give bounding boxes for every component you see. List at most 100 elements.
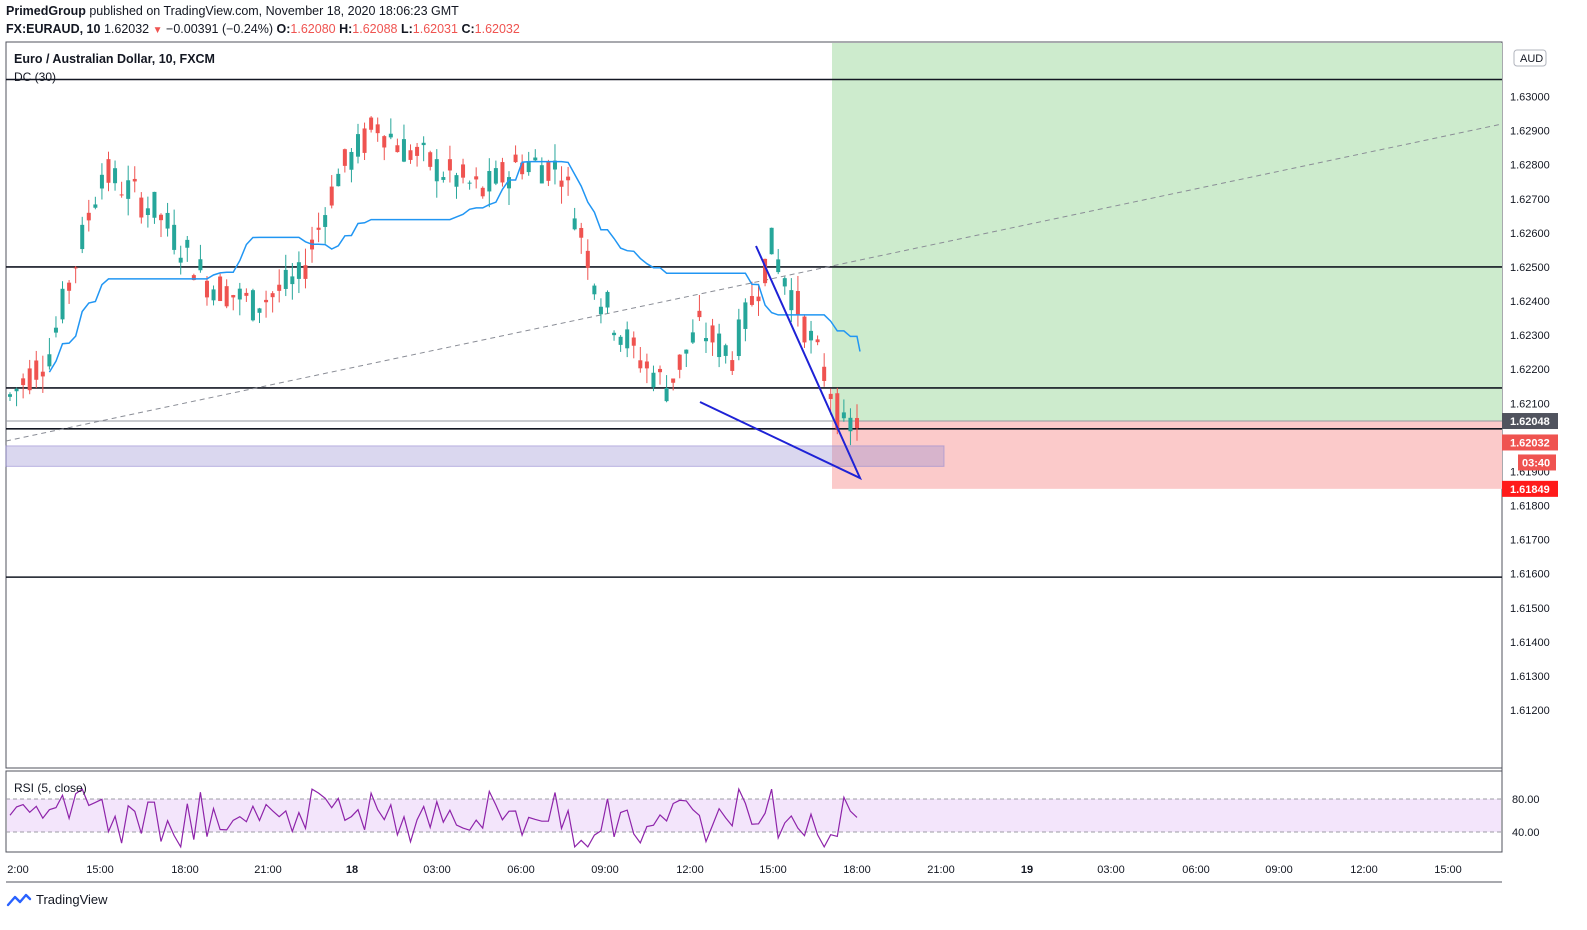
candle xyxy=(165,202,170,237)
candle xyxy=(40,355,45,393)
candle xyxy=(441,171,446,183)
ohlc-line: FX:EURAUD, 10 1.62032 ▼ −0.00391 (−0.24%… xyxy=(6,22,520,36)
candle-body xyxy=(533,157,538,161)
time-tick-label: 12:00 xyxy=(676,864,704,876)
candle-body xyxy=(749,296,754,305)
candle xyxy=(250,288,255,322)
candle-body xyxy=(80,224,85,250)
candle-body xyxy=(461,164,466,178)
high-value: 1.62088 xyxy=(352,22,398,36)
candle xyxy=(224,279,229,309)
time-tick-label: 18:00 xyxy=(171,864,199,876)
candle-body xyxy=(690,332,695,343)
candle xyxy=(592,283,597,300)
candle xyxy=(756,283,761,316)
rsi-indicator-label[interactable]: RSI (5, close) xyxy=(14,781,87,795)
candle-body xyxy=(625,329,630,349)
price-tick-label: 1.61700 xyxy=(1510,535,1550,547)
candle xyxy=(60,281,65,324)
candle-body xyxy=(658,368,663,373)
candle xyxy=(612,330,617,341)
candle xyxy=(126,165,131,216)
candle-body xyxy=(60,288,65,320)
candle-body xyxy=(585,250,590,268)
series-title[interactable]: Euro / Australian Dollar, 10, FXCM xyxy=(14,52,215,66)
candle-body xyxy=(612,332,617,336)
candle xyxy=(474,167,479,189)
candle xyxy=(132,166,137,193)
countdown-tag-bg xyxy=(1518,454,1556,471)
candle xyxy=(93,196,98,210)
candle xyxy=(415,142,420,167)
candle xyxy=(290,262,295,300)
candle xyxy=(296,251,301,294)
candle xyxy=(27,359,32,395)
candle xyxy=(14,387,19,407)
candle xyxy=(480,186,485,199)
candle-body xyxy=(401,139,406,162)
candle xyxy=(631,331,636,359)
candle xyxy=(316,212,321,243)
time-tick-label: 12:00 xyxy=(1350,864,1378,876)
candle-body xyxy=(710,325,715,343)
time-tick-label: 18 xyxy=(346,864,358,876)
candle-body xyxy=(592,285,597,295)
candle-body xyxy=(342,149,347,166)
price-tick-label: 1.62600 xyxy=(1510,228,1550,240)
candle-body xyxy=(132,178,137,182)
candle-body xyxy=(513,154,518,163)
candle-body xyxy=(237,288,242,300)
candle-body xyxy=(159,214,164,221)
price-tick-label: 1.62300 xyxy=(1510,330,1550,342)
publisher-name[interactable]: PrimedGroup xyxy=(6,4,86,18)
countdown-tag: 03:40 xyxy=(1522,457,1550,469)
candle-body xyxy=(507,177,512,189)
open-value: 1.62080 xyxy=(290,22,336,36)
candle xyxy=(664,375,669,403)
candle-body xyxy=(257,308,262,313)
target-zone xyxy=(832,43,1502,422)
candle-body xyxy=(769,227,774,255)
candle xyxy=(152,191,157,224)
candle-body xyxy=(224,286,229,307)
candle-body xyxy=(631,337,636,346)
candle-body xyxy=(395,145,400,153)
candle-body xyxy=(638,360,643,369)
candle xyxy=(204,276,209,306)
price-tick-label: 1.61300 xyxy=(1510,671,1550,683)
candle-body xyxy=(730,360,735,371)
candle-body xyxy=(782,278,787,287)
candle xyxy=(145,196,150,228)
candle xyxy=(763,258,768,287)
symbol-label: FX:EURAUD, 10 xyxy=(6,22,101,36)
tradingview-footer[interactable]: TradingView xyxy=(6,892,108,907)
candle-body xyxy=(329,186,334,206)
candle xyxy=(559,166,564,204)
candle-body xyxy=(815,339,820,343)
candle-body xyxy=(290,276,295,285)
candle-body xyxy=(211,289,216,301)
candle-body xyxy=(53,327,58,333)
dc-indicator-label[interactable]: DC (30) xyxy=(14,70,57,84)
candle xyxy=(749,281,754,307)
candle-body xyxy=(21,378,26,386)
price-tick-label: 1.62400 xyxy=(1510,296,1550,308)
candle xyxy=(73,266,78,284)
candle-body xyxy=(828,393,833,400)
candle-body xyxy=(579,227,584,238)
candle-body xyxy=(362,128,367,153)
publisher-line: PrimedGroup published on TradingView.com… xyxy=(6,4,459,18)
candle-body xyxy=(664,387,669,402)
candle-body xyxy=(447,159,452,171)
candle-body xyxy=(198,259,203,271)
candle xyxy=(329,175,334,209)
entry-price-tag-bg xyxy=(1502,413,1558,430)
candle-body xyxy=(93,204,98,208)
candle-body xyxy=(303,265,308,279)
candle xyxy=(533,149,538,162)
tradingview-brand: TradingView xyxy=(36,892,108,907)
price-tick-label: 1.62500 xyxy=(1510,262,1550,274)
candle xyxy=(434,149,439,198)
candle xyxy=(303,248,308,289)
